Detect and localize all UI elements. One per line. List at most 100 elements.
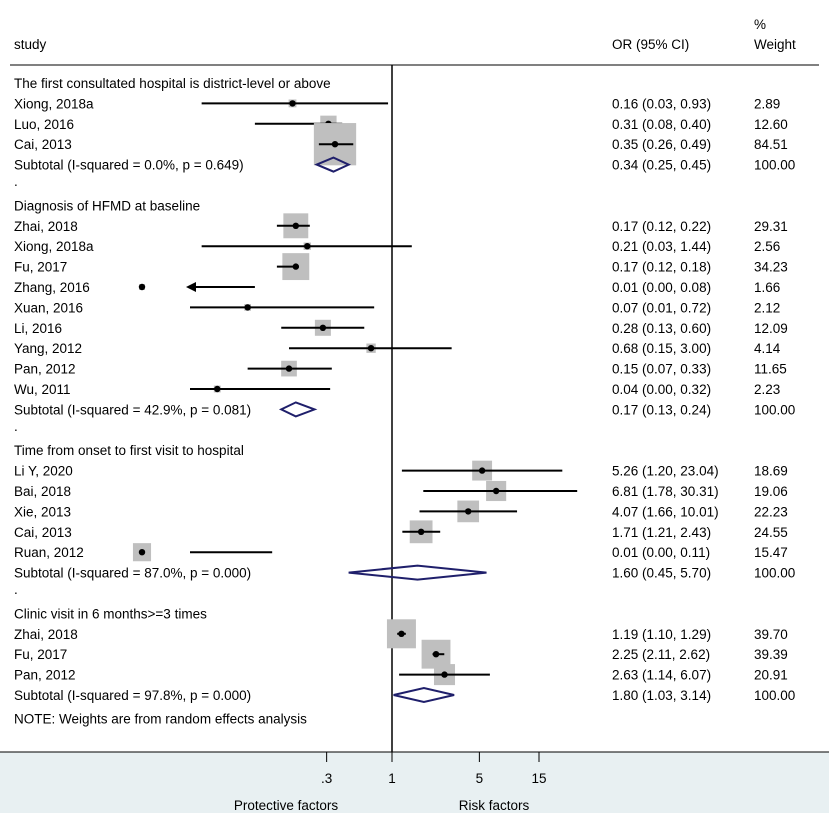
group-separator: .: [14, 582, 18, 597]
study-or-ci: 0.31 (0.08, 0.40): [612, 117, 711, 132]
study-label: Cai, 2013: [14, 525, 72, 540]
group-separator: .: [14, 419, 18, 434]
header-or-ci: OR (95% CI): [612, 37, 689, 52]
study-label: Pan, 2012: [14, 362, 76, 377]
study-weight: 39.70: [754, 627, 788, 642]
xlabel-protective: Protective factors: [234, 798, 339, 813]
point-estimate: [304, 243, 311, 250]
group-separator: .: [14, 174, 18, 189]
study-weight: 11.65: [754, 362, 787, 377]
study-label: Xiong, 2018a: [14, 96, 94, 111]
point-estimate: [292, 222, 300, 229]
study-label: Xie, 2013: [14, 504, 71, 519]
xlabel-risk: Risk factors: [459, 798, 530, 813]
point-estimate: [289, 100, 296, 107]
study-or-ci: 1.19 (1.10, 1.29): [612, 627, 711, 642]
study-label: Bai, 2018: [14, 484, 71, 499]
group-title: Clinic visit in 6 months>=3 times: [14, 606, 207, 621]
study-label: Xuan, 2016: [14, 300, 83, 315]
study-or-ci: 1.71 (1.21, 2.43): [612, 525, 711, 540]
ci-arrow: [186, 282, 196, 292]
study-or-ci: 2.25 (2.11, 2.62): [612, 647, 710, 662]
study-or-ci: 5.26 (1.20, 23.04): [612, 464, 719, 479]
study-label: Zhai, 2018: [14, 627, 78, 642]
study-weight: 22.23: [754, 504, 788, 519]
study-or-ci: 0.17 (0.12, 0.18): [612, 260, 711, 275]
point-estimate: [492, 487, 500, 495]
study-weight: 18.69: [754, 464, 788, 479]
study-or-ci: 0.07 (0.01, 0.72): [612, 300, 711, 315]
header-study: study: [14, 37, 47, 52]
group-title: Diagnosis of HFMD at baseline: [14, 198, 200, 213]
study-or-ci: 4.07 (1.66, 10.01): [612, 504, 719, 519]
point-estimate: [432, 651, 440, 658]
study-or-ci: 2.63 (1.14, 6.07): [612, 668, 711, 683]
axis-footer-band: [0, 752, 829, 813]
subtotal-or-ci: 0.34 (0.25, 0.45): [612, 158, 711, 173]
subtotal-weight: 100.00: [754, 402, 795, 417]
axis-tick-label: 5: [476, 771, 484, 786]
study-weight: 12.09: [754, 321, 788, 336]
study-weight: 1.66: [754, 280, 780, 295]
subtotal-or-ci: 1.80 (1.03, 3.14): [612, 688, 711, 703]
study-or-ci: 0.01 (0.00, 0.11): [612, 545, 710, 560]
group-title: Time from onset to first visit to hospit…: [14, 443, 244, 458]
study-or-ci: 0.15 (0.07, 0.33): [612, 362, 711, 377]
study-label: Cai, 2013: [14, 137, 72, 152]
study-or-ci: 0.17 (0.12, 0.22): [612, 219, 711, 234]
subtotal-or-ci: 1.60 (0.45, 5.70): [612, 566, 711, 581]
subtotal-label: Subtotal (I-squared = 87.0%, p = 0.000): [14, 566, 251, 581]
subtotal-weight: 100.00: [754, 566, 795, 581]
study-weight: 29.31: [754, 219, 788, 234]
axis-tick-label: 15: [531, 771, 546, 786]
point-estimate: [319, 324, 327, 331]
footnote: NOTE: Weights are from random effects an…: [14, 711, 307, 726]
study-label: Wu, 2011: [14, 382, 71, 397]
study-weight: 39.39: [754, 647, 788, 662]
subtotal-diamond: [348, 564, 487, 581]
study-or-ci: 0.35 (0.26, 0.49): [612, 137, 711, 152]
subtotal-label: Subtotal (I-squared = 42.9%, p = 0.081): [14, 402, 251, 417]
subtotal-or-ci: 0.17 (0.13, 0.24): [612, 402, 711, 417]
study-weight: 34.23: [754, 260, 788, 275]
header-weight: Weight: [754, 37, 796, 52]
study-label: Zhai, 2018: [14, 219, 78, 234]
point-estimate: [331, 141, 339, 148]
study-label: Pan, 2012: [14, 668, 76, 683]
point-estimate: [464, 508, 472, 515]
point-estimate: [138, 549, 146, 556]
header-weight-percent: %: [754, 17, 766, 32]
study-or-ci: 0.16 (0.03, 0.93): [612, 96, 711, 111]
study-label: Fu, 2017: [14, 647, 67, 662]
point-estimate: [214, 385, 221, 393]
group-title: The first consultated hospital is distri…: [14, 76, 331, 91]
study-or-ci: 6.81 (1.78, 30.31): [612, 484, 719, 499]
study-weight: 15.47: [754, 545, 788, 560]
axis-tick-label: .3: [321, 771, 332, 786]
study-label: Luo, 2016: [14, 117, 74, 132]
study-weight: 2.12: [754, 300, 780, 315]
point-estimate: [138, 283, 146, 291]
study-weight: 2.56: [754, 239, 780, 254]
study-weight: 4.14: [754, 341, 781, 356]
study-label: Li Y, 2020: [14, 464, 73, 479]
study-or-ci: 0.28 (0.13, 0.60): [612, 321, 711, 336]
point-estimate: [398, 630, 405, 637]
study-weight: 2.89: [754, 96, 780, 111]
study-label: Yang, 2012: [14, 341, 82, 356]
point-estimate: [244, 304, 251, 311]
study-weight: 19.06: [754, 484, 788, 499]
point-estimate: [367, 345, 375, 352]
subtotal-weight: 100.00: [754, 688, 795, 703]
point-estimate: [441, 671, 448, 678]
point-estimate: [417, 528, 425, 535]
study-weight: 12.60: [754, 117, 788, 132]
study-label: Xiong, 2018a: [14, 239, 94, 254]
study-label: Zhang, 2016: [14, 280, 90, 295]
study-or-ci: 0.04 (0.00, 0.32): [612, 382, 711, 397]
subtotal-label: Subtotal (I-squared = 97.8%, p = 0.000): [14, 688, 251, 703]
point-estimate: [478, 467, 486, 474]
study-weight: 20.91: [754, 668, 788, 683]
subtotal-weight: 100.00: [754, 158, 795, 173]
